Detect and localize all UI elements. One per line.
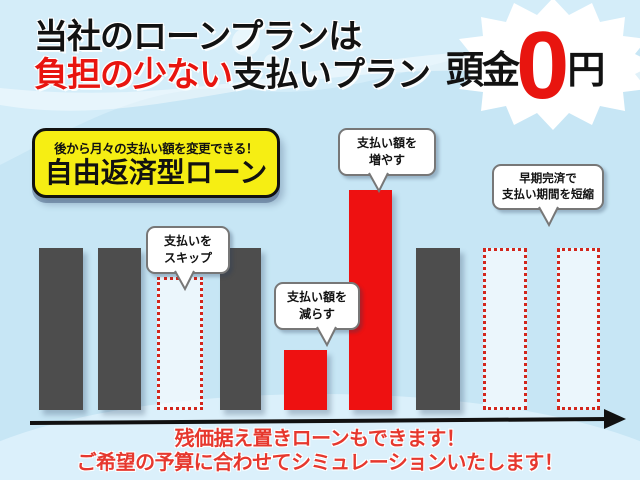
starburst (451, 0, 640, 130)
headline-line2: 負担の少ない支払いプラン (34, 56, 431, 95)
callout-text: 減らす (299, 306, 335, 321)
ground-ellipse (0, 394, 640, 480)
chart-bar-gray (220, 248, 261, 410)
callout-text: 支払いを (163, 234, 212, 248)
callout-early-payoff: 早期完済で 支払い期間を短縮 (492, 164, 604, 228)
chart-bar-dotted (557, 248, 600, 410)
chart-bar-gray (39, 248, 83, 410)
chart-bar-dotted (483, 248, 527, 410)
headline-line2-red: 負担の少ない (34, 56, 233, 95)
callout-text: 早期完済で (519, 173, 577, 185)
promo-box: 後から月々の支払い額を変更できる！ 自由返済型ローン (32, 128, 280, 199)
callout-tail (368, 172, 389, 193)
callout-tail (174, 270, 195, 291)
bubble-decor (232, 28, 260, 56)
chart-bar-red (284, 350, 327, 410)
callout-reduce-payment: 支払い額を 減らす (274, 282, 360, 347)
down-payment-amount: 0 (516, 11, 570, 119)
callout-tail (538, 206, 559, 228)
down-payment-banner: 頭金 0 円 (446, 11, 605, 119)
callout-text: 支払い期間を短縮 (502, 189, 594, 202)
bubble-decor (264, 54, 280, 70)
chart-bar-gray (416, 248, 460, 410)
callout-text: スキップ (163, 250, 212, 265)
chart-bar-gray (98, 248, 141, 410)
callout-skip-payment: 支払いを スキップ (146, 226, 230, 291)
headline-line2-black: 支払いプラン (232, 56, 431, 95)
callout-text: 支払い額を (356, 136, 417, 150)
promo-subtitle: 後から月々の支払い額を変更できる！ (54, 142, 258, 156)
callout-increase-payment: 支払い額を 増やす (338, 128, 436, 193)
down-payment-prefix: 頭金 (446, 49, 520, 92)
callout-tail (316, 326, 337, 347)
callout-text: 増やす (368, 152, 405, 167)
promo-title: 自由返済型ローン (44, 157, 268, 188)
footer-line2: ご希望の予算に合わせてシミュレーションいたします！ (76, 451, 564, 474)
headline: 当社のローンプランは 負担の少ない支払いプラン (34, 18, 431, 95)
footer-line1: 残価据え置きローンもできます！ (174, 428, 466, 450)
down-payment-suffix: 円 (567, 49, 605, 92)
headline-line1: 当社のローンプランは (34, 18, 362, 56)
callout-text: 支払い額を (286, 290, 347, 304)
footer-message: 残価据え置きローンもできます！ ご希望の予算に合わせてシミュレーションいたします… (0, 428, 640, 475)
